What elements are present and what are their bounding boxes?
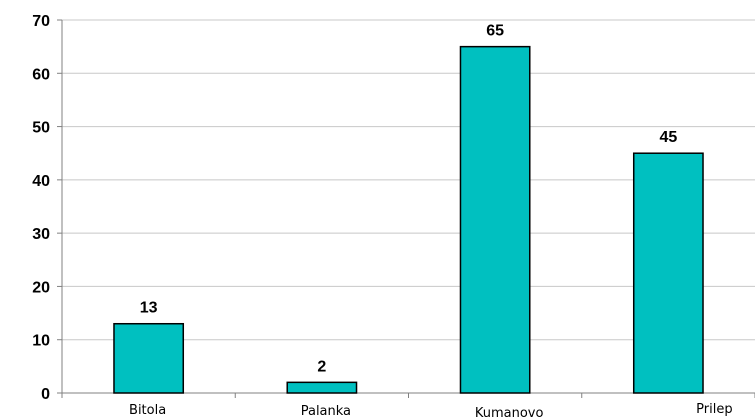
data-label-palanka: 2 [317,358,326,375]
y-tick-label-10: 10 [32,333,50,350]
x-category-label-palanka: Palanka [301,404,351,419]
data-label-kumanovo: 65 [486,23,504,40]
gridlines [62,19,755,341]
data-label-prilep: 45 [659,129,677,146]
y-tick-label-50: 50 [32,120,50,137]
bar-prilep [632,152,704,394]
data-label-bitola: 13 [140,300,158,317]
bar-palanka [286,381,358,394]
bars [113,45,704,394]
y-tick-label-20: 20 [32,279,50,296]
x-category-label-prilep: Prilep [696,402,732,417]
data-labels: 13 2 65 45 [140,23,678,376]
bar-kumanovo [459,45,531,394]
y-tick-label-0: 0 [41,386,50,403]
x-axis-category-labels: Bitola Palanka Kumanovo Prilep [129,402,733,420]
x-category-label-bitola: Bitola [129,403,166,418]
y-tick-label-60: 60 [32,66,50,83]
y-tick-label-30: 30 [32,226,50,243]
bar-bitola [113,322,185,394]
y-tick-label-70: 70 [32,13,50,30]
y-tick-label-40: 40 [32,173,50,190]
x-category-label-kumanovo: Kumanovo [475,406,544,420]
y-axis-tick-labels: 0 10 20 30 40 50 60 70 [32,13,50,403]
